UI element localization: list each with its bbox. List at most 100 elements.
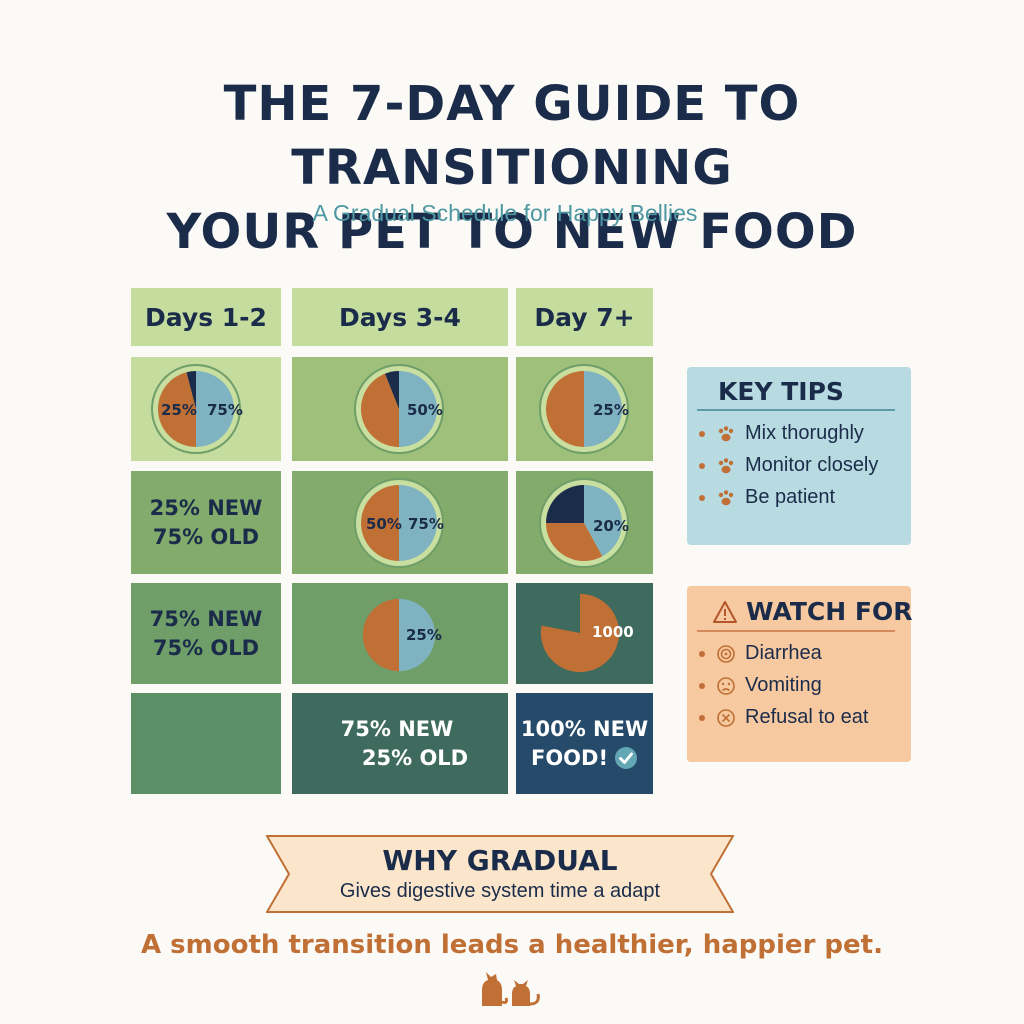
pie-r2-c3 [539,478,629,568]
key-tip-item: Monitor closely [699,454,878,477]
key-tip-item: Be patient [699,486,835,509]
watch-for-heading: WATCH FOR [712,597,912,626]
key-tip-label: Mix thorughly [745,422,864,444]
pie-slice [584,371,622,447]
ratio-old: 75% OLD [152,635,260,660]
pie-r1-c2 [354,364,444,454]
key-tips-divider [697,409,895,411]
cell-r2-c2: 50% 75% [292,471,508,574]
pie-chart [151,364,241,454]
pie-label-right: 25% [593,401,629,419]
pie-r1-c3 [539,364,629,454]
pie-slice [399,485,437,561]
pie-slice [399,598,436,672]
column-header-day-7: Day 7+ [516,288,653,346]
pie-slice [584,485,622,557]
pie-slice [361,485,399,561]
bullet [699,430,705,437]
watch-for-label: Diarrhea [745,642,822,664]
dog-and-cat-icon [482,972,540,1006]
sick-face-icon [715,675,737,697]
cell-r1-c1: 25% 75% [131,357,281,461]
pie-r1-c1 [151,364,241,454]
cell-r3-c2: 25% [292,583,508,684]
ratio-old: 75% OLD [152,524,260,549]
ratio-text: 75% NEW 25% OLD [332,715,468,773]
ratio-text: 25% NEW 75% OLD [150,494,263,552]
cell-r2-c3: 20% [516,471,653,574]
pie-slice [361,373,399,447]
check-circle-icon [615,747,638,769]
x-circle-icon [715,707,737,729]
footer-tagline: A smooth transition leads a healthier, h… [140,930,883,960]
warning-icon [713,600,737,623]
cell-r2-c1: 25% NEW 75% OLD [131,471,281,574]
complete-line-2-wrap: FOOD! [521,744,648,773]
watch-for-title: WATCH FOR [746,597,913,626]
complete-line-2: FOOD! [530,745,609,770]
cell-r3-c1: 75% NEW 75% OLD [131,583,281,684]
pie-slice [546,485,584,523]
pie-slice [546,371,584,447]
why-gradual-title: WHY GRADUAL [382,844,618,877]
pie-label-right: 75% [408,515,444,533]
pie-slice [158,372,196,447]
watch-for-item: Refusal to eat [699,706,868,729]
pie-slice [540,593,620,673]
ratio-new: 75% NEW [149,606,263,631]
complete-line-1: 100% NEW [520,716,649,741]
pie-label-right: 1000 [592,623,634,641]
pie-chart [354,364,444,454]
cell-r4-c2: 75% NEW 25% OLD [292,693,508,794]
pie-chart [539,478,629,568]
bullet [699,714,705,721]
pie-chart [540,593,620,673]
bullet [699,682,705,689]
cell-r4-c1 [131,693,281,794]
key-tip-label: Monitor closely [745,454,879,476]
pie-label-left: 25% [161,401,197,419]
key-tips-panel [687,367,911,545]
watch-for-item: Diarrhea [699,642,822,665]
pie-chart [362,598,436,672]
pie-label-right: 75% [207,401,243,419]
title-line-2: YOUR PET TO NEW FOOD [166,204,858,260]
key-tip-label: Be patient [745,486,836,508]
pie-slice [186,371,196,409]
pie-r3-c2 [362,598,436,672]
swirl-icon [715,643,737,665]
pie-chart [354,478,444,568]
column-header-days-1-2: Days 1-2 [131,288,281,346]
ratio-new: 75% NEW [340,716,454,741]
bullet [699,494,705,501]
watch-for-item: Vomiting [699,674,822,697]
ratio-new: 25% NEW [149,495,263,520]
pie-label-right: 25% [406,626,442,644]
why-gradual-ribbon [266,835,734,913]
complete-text: 100% NEW FOOD! [521,715,648,773]
pie-r2-c2 [354,478,444,568]
bullet [699,650,705,657]
pie-label-right: 20% [593,517,629,535]
page-subtitle: A Gradual Schedule for Happy Bellies [312,200,698,226]
paw-icon [715,455,737,477]
watch-for-divider [697,630,895,632]
key-tip-item: Mix thorughly [699,422,864,445]
pie-slice [385,371,399,409]
pie-slice [196,371,234,447]
ratio-text: 75% NEW 75% OLD [150,605,263,663]
why-gradual-subtitle: Gives digestive system time a adapt [339,880,661,902]
key-tips-title: KEY TIPS [718,377,844,406]
bullet [699,462,705,469]
cell-r4-c3: 100% NEW FOOD! [516,693,653,794]
pie-slice [362,598,399,672]
cell-r1-c2: 50% [292,357,508,461]
pie-slice [399,371,437,447]
watch-for-label: Refusal to eat [745,706,869,728]
column-header-days-3-4: Days 3-4 [292,288,508,346]
cell-r1-c3: 25% [516,357,653,461]
paw-icon [715,423,737,445]
ratio-old: 25% OLD [361,745,469,770]
watch-for-label: Vomiting [745,674,822,696]
pie-chart [539,364,629,454]
